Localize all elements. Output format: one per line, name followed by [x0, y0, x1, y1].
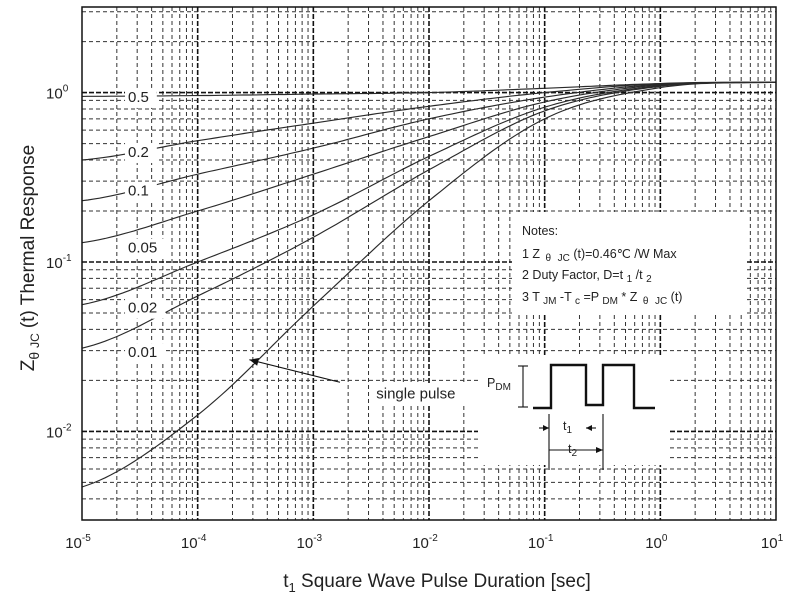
x-tick-label: 101: [761, 533, 784, 552]
curve-label-0p01: 0.01: [128, 344, 157, 361]
y-tick-label: 10-2: [46, 422, 72, 441]
curve-0p02: [81, 81, 777, 306]
notes-title: Notes:: [522, 224, 558, 238]
arrow-line: [249, 359, 341, 383]
curve-label-background: [125, 238, 166, 259]
x-tick-label: 10-1: [528, 533, 554, 552]
curve-label-0p02: 0.02: [128, 300, 157, 317]
plot-frame: [81, 6, 777, 521]
curve-label-layer: 0.5 0.2 0.1 0.05 0.02 0.01 single pulse: [125, 87, 483, 405]
curve-label-0p1: 0.1: [128, 183, 149, 200]
curve-0p1: [81, 81, 776, 202]
t2-label: t2: [568, 442, 577, 459]
pulse-waveform: [533, 363, 655, 410]
pulse-waveform-inset: PDM t1 t2: [478, 355, 668, 470]
curve-label-background: [125, 181, 157, 202]
tick-label-layer: 10-5 10-4 10-3 10-2 10-1 100 101 100 10-1 10-2: [46, 84, 784, 552]
notes-line-1: 1 Z θ JC (t)=0.46℃ /W Max: [522, 247, 677, 264]
y-axis-title: ZθJC(t) Thermal Response: [18, 145, 42, 371]
curve-label-single-pulse: single pulse: [376, 386, 455, 403]
curve-layer: [81, 81, 777, 488]
t1-arrowhead-right: [586, 425, 592, 431]
curve-label-background: [125, 142, 157, 163]
t1-label: t1: [563, 419, 572, 436]
pdm-label: PDM: [487, 376, 511, 393]
curve-label-background: [125, 298, 166, 319]
arrowhead: [249, 358, 260, 366]
curve-label-0p2: 0.2: [128, 144, 149, 161]
notes-box: Notes: 1 Z θ JC (t)=0.46℃ /W Max 2 Duty …: [512, 212, 746, 315]
notes-line-3: 3 T JM -T c =P DM * Z θ JC (t): [522, 290, 682, 307]
t1-arrowhead-left: [543, 425, 549, 431]
x-tick-label: 10-5: [65, 533, 91, 552]
curve-label-background: [373, 384, 483, 405]
curve-0p01: [81, 81, 777, 349]
curve-label-0p5: 0.5: [128, 89, 149, 106]
notes-line-2: 2 Duty Factor, D=t 1 /t 2: [522, 268, 652, 285]
curve-label-0p05: 0.05: [128, 240, 157, 257]
y-tick-label: 10-1: [46, 253, 72, 272]
curve-0p05: [81, 81, 777, 244]
x-tick-label: 10-3: [297, 533, 323, 552]
t2-arrowhead: [596, 447, 603, 453]
curve-label-background: [125, 87, 157, 108]
x-axis-title: t1 Square Wave Pulse Duration [sec]: [283, 571, 591, 595]
x-tick-label: 10-2: [412, 533, 438, 552]
curve-0p2: [81, 81, 776, 161]
y-tick-label: 100: [46, 84, 69, 103]
single-pulse-arrow: [249, 358, 341, 383]
curve-label-background: [125, 343, 166, 364]
x-tick-label: 100: [645, 533, 668, 552]
curve-single-pulse: [81, 81, 777, 488]
x-tick-label: 10-4: [181, 533, 207, 552]
